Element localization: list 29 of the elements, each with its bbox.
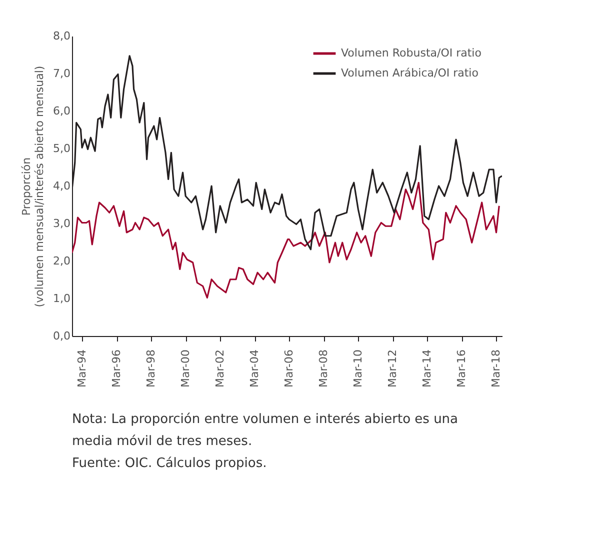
x-tick-label: Mar-00 <box>179 350 192 388</box>
y-tick-label: 6,0 <box>53 104 70 118</box>
text: Proporción <box>20 157 34 216</box>
legend-label: Volumen Robusta/OI ratio <box>341 46 482 60</box>
text: (volumen mensual/interés abierto mensual) <box>33 66 46 308</box>
y-tick-label: 0,0 <box>53 330 70 342</box>
y-tick-label: 4,0 <box>53 180 70 192</box>
x-tick-label: Mar-16 <box>455 350 468 388</box>
x-tick-label: Mar-96 <box>110 350 124 388</box>
x-tick-label: Mar-14 <box>420 350 434 388</box>
x-tick-label: Mar-02 <box>214 350 227 388</box>
y-tick-label: 1,0 <box>53 292 70 305</box>
x-tick-label: Mar-12 <box>386 350 400 388</box>
legend-label: Volumen Arábica/OI ratio <box>341 66 479 80</box>
x-tick-label: Mar-10 <box>352 350 365 388</box>
x-tick-label: Mar-08 <box>317 350 330 388</box>
x-tick-label: Mar-18 <box>490 350 503 388</box>
y-tick-label: 8,0 <box>53 30 70 42</box>
y-tick-label: 2,0 <box>53 254 70 268</box>
x-tick-label: Mar-04 <box>248 350 262 388</box>
line-series <box>72 182 500 299</box>
y-tick-label: 7,0 <box>53 67 70 80</box>
y-tick-label: 3,0 <box>53 217 70 230</box>
x-tick-label: Mar-06 <box>282 350 296 388</box>
y-tick-label: 5,0 <box>53 142 70 155</box>
source-note: Fuente: OIC. Cálculos propios. <box>72 456 267 471</box>
x-tick-label: Mar-98 <box>144 350 158 388</box>
text: Nota: La proporción entre volumen e interés abierto es una media móvil de tres meses. <box>72 412 458 449</box>
x-tick-label: Mar-94 <box>76 350 89 388</box>
